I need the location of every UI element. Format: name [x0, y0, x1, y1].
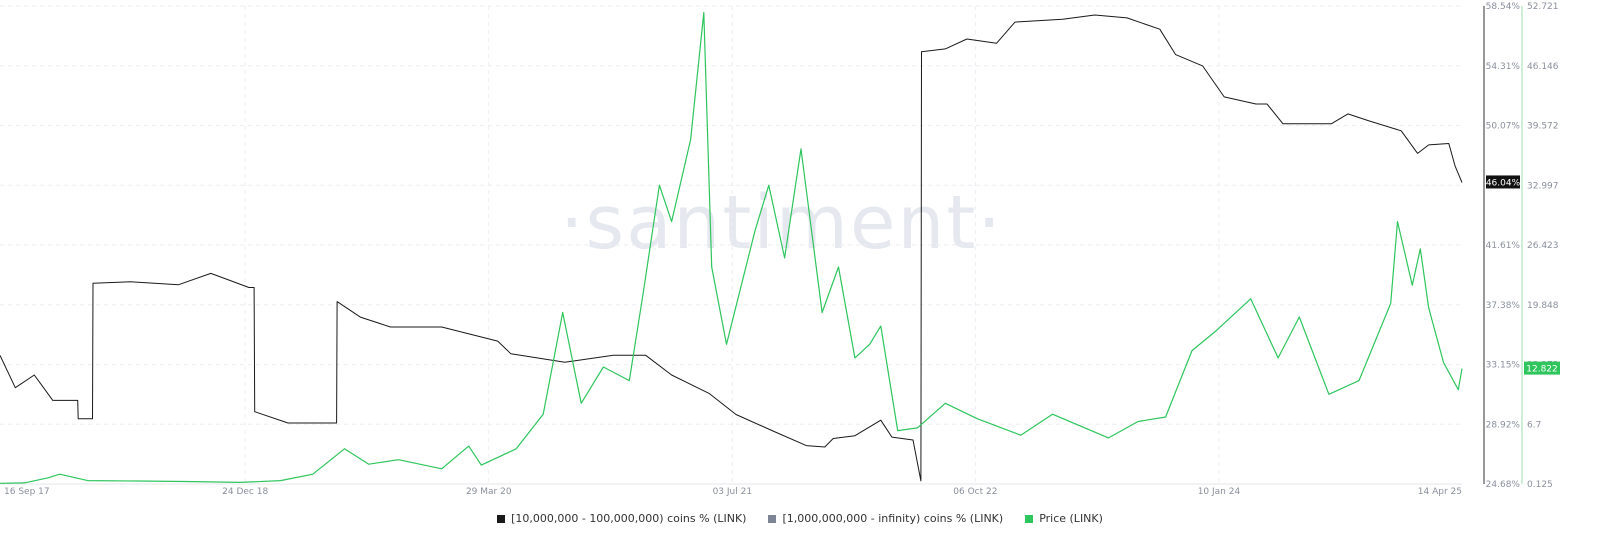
right-current-badge: [1524, 361, 1560, 375]
watermark: ·santiment·: [560, 180, 1003, 266]
right-axis-tick-label: 19.848: [1527, 301, 1559, 311]
legend-swatch: [497, 514, 506, 523]
left-current-badge: [1486, 175, 1520, 189]
right-axis-tick-label: 32.997: [1527, 181, 1559, 191]
legend-item[interactable]: [1,000,000,000 - infinity) coins % (LINK…: [768, 512, 1003, 525]
left-axis-tick-label: 50.07%: [1486, 122, 1521, 132]
left-axis-tick-label: 58.54%: [1486, 2, 1521, 12]
x-axis-tick-label: 03 Jul 21: [713, 487, 753, 497]
right-axis-tick-label: 39.572: [1527, 122, 1559, 132]
right-axis-tick-label: 0.125: [1527, 480, 1553, 490]
right-axis-tick-label: 52.721: [1527, 2, 1559, 12]
left-axis-tick-label: 24.68%: [1486, 480, 1521, 490]
right-current-value: 12.822: [1526, 365, 1558, 375]
legend-item[interactable]: Price (LINK): [1025, 512, 1103, 525]
price-line: [0, 12, 1463, 484]
x-axis-tick-label: 16 Sep 17: [4, 487, 50, 497]
left-axis-tick-label: 37.38%: [1486, 301, 1521, 311]
legend-label: [10,000,000 - 100,000,000) coins % (LINK…: [511, 512, 747, 525]
left-axis-tick-label: 28.92%: [1486, 420, 1521, 430]
legend-label: Price (LINK): [1039, 512, 1103, 525]
legend-swatch: [768, 514, 777, 523]
legend: [10,000,000 - 100,000,000) coins % (LINK…: [0, 512, 1600, 525]
x-axis-tick-label: 10 Jan 24: [1198, 487, 1241, 497]
right-axis-tick-label: 6.7: [1527, 420, 1541, 430]
x-axis-tick-label: 14 Apr 25: [1418, 487, 1462, 497]
left-current-value: 46.04%: [1486, 178, 1521, 188]
holder-10m-100m-line: [0, 14, 1463, 482]
x-axis-tick-label: 24 Dec 18: [222, 487, 268, 497]
legend-swatch: [1025, 514, 1034, 523]
x-axis-tick-label: 29 Mar 20: [466, 487, 512, 497]
legend-item[interactable]: [10,000,000 - 100,000,000) coins % (LINK…: [497, 512, 746, 525]
right-axis-tick-label: 26.423: [1527, 241, 1559, 251]
x-axis-tick-label: 06 Oct 22: [953, 487, 997, 497]
right-axis-tick-label: 46.146: [1527, 62, 1559, 72]
left-axis-tick-label: 54.31%: [1486, 62, 1521, 72]
left-axis-tick-label: 33.15%: [1486, 361, 1521, 371]
legend-label: [1,000,000,000 - infinity) coins % (LINK…: [782, 512, 1004, 525]
left-axis-tick-label: 41.61%: [1486, 241, 1521, 251]
